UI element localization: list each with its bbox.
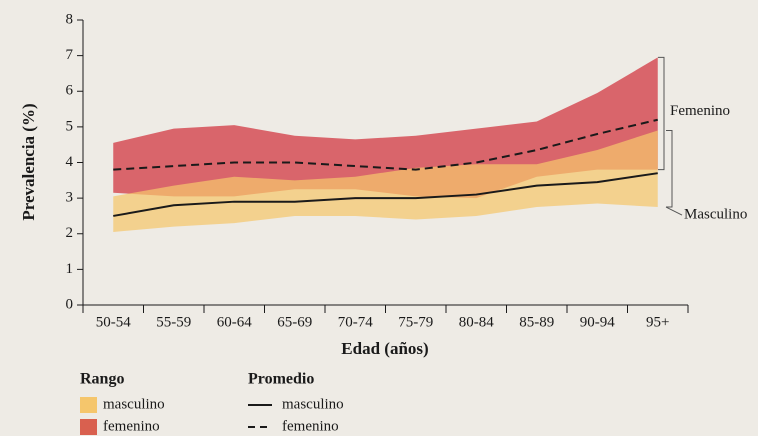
- legend-swatch: [80, 397, 97, 413]
- y-tick-label: 0: [66, 296, 74, 312]
- y-tick-label: 7: [66, 47, 74, 63]
- x-tick-label: 85-89: [519, 314, 554, 330]
- x-tick-label: 75-79: [398, 314, 433, 330]
- leader: [665, 206, 683, 216]
- x-tick-label: 80-84: [459, 314, 494, 330]
- legend-label: femenino: [282, 418, 339, 434]
- x-tick-label: 55-59: [156, 314, 191, 330]
- annotation: Femenino: [670, 103, 730, 119]
- y-tick-label: 8: [66, 11, 74, 27]
- x-tick-label: 60-64: [217, 314, 252, 330]
- legend-title: Rango: [80, 371, 124, 388]
- legend-label: femenino: [103, 418, 160, 434]
- x-tick-label: 65-69: [277, 314, 312, 330]
- y-tick-label: 3: [66, 190, 74, 206]
- y-tick-label: 1: [66, 261, 74, 277]
- mean-line: [113, 118, 658, 171]
- legend-swatch: [80, 419, 97, 435]
- legend-title: Promedio: [248, 371, 314, 388]
- range-area: [113, 130, 658, 232]
- legend-label: masculino: [282, 396, 344, 412]
- x-tick-label: 90-94: [580, 314, 615, 330]
- x-tick-label: 70-74: [338, 314, 373, 330]
- annotation: Masculino: [684, 206, 747, 222]
- x-tick-label: 50-54: [96, 314, 131, 330]
- x-axis-title: Edad (años): [341, 339, 428, 358]
- bracket: [666, 129, 673, 208]
- mean-line: [113, 172, 658, 217]
- y-tick-label: 4: [66, 154, 74, 170]
- y-tick-label: 2: [66, 225, 74, 241]
- y-axis-title: Prevalencia (%): [19, 103, 38, 220]
- legend-label: masculino: [103, 396, 165, 412]
- bracket: [658, 56, 665, 171]
- x-tick-label: 95+: [646, 314, 669, 330]
- y-tick-label: 6: [66, 83, 74, 99]
- y-tick-label: 5: [66, 118, 74, 134]
